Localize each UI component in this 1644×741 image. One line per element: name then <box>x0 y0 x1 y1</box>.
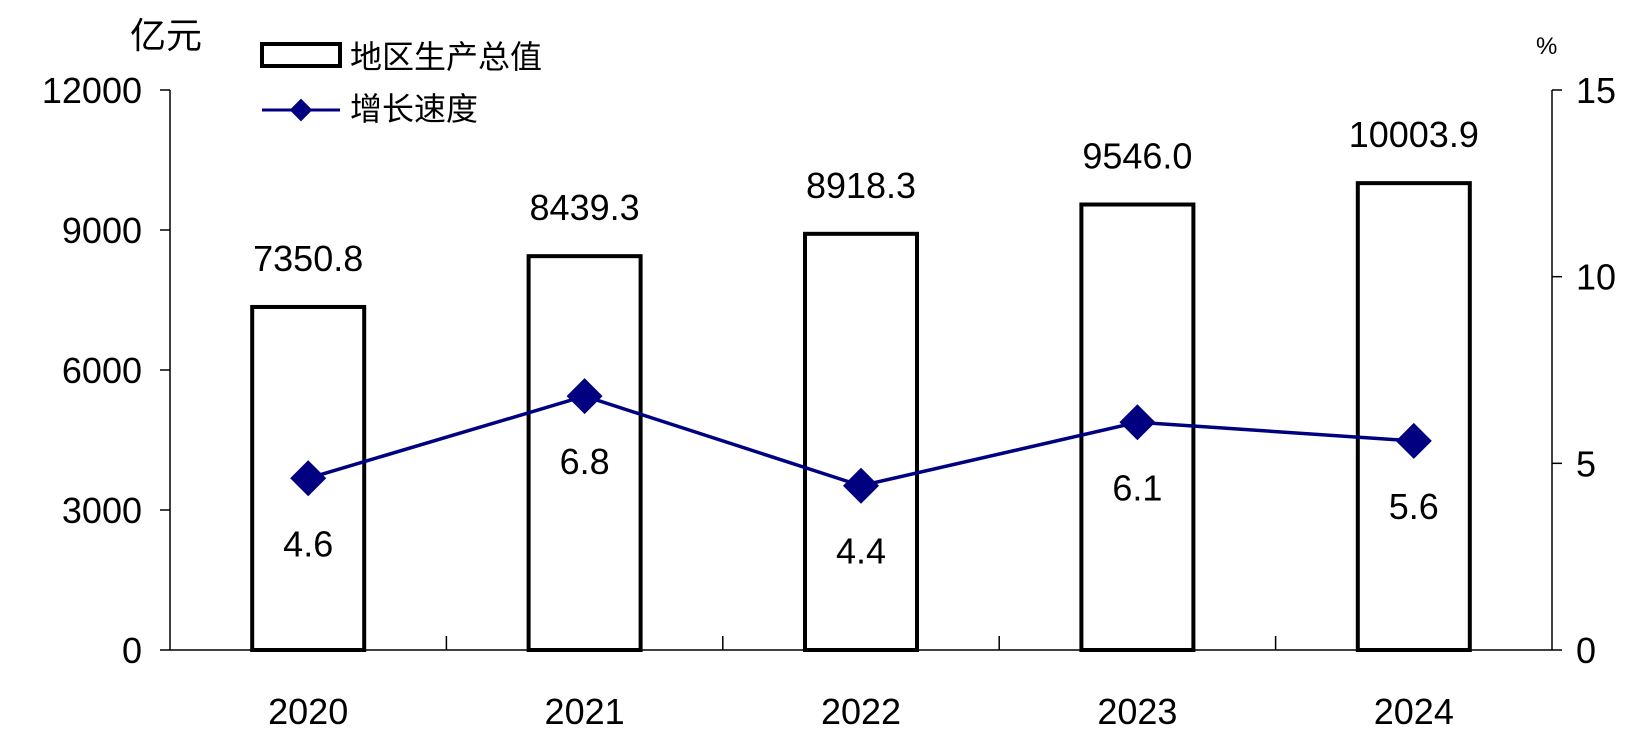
right-axis-tick-label: 0 <box>1576 630 1596 671</box>
growth-value-label: 6.1 <box>1112 467 1162 508</box>
bar <box>1355 181 1472 652</box>
growth-marker <box>843 467 879 504</box>
x-axis-tick-label: 2021 <box>545 691 625 732</box>
legend: 地区生产总值 增长速度 <box>260 39 542 127</box>
legend-bar-label: 地区生产总值 <box>350 39 542 75</box>
right-axis-unit: % <box>1536 33 1557 60</box>
bar-value-label: 10003.9 <box>1349 114 1479 155</box>
x-axis-tick-label: 2023 <box>1097 691 1177 732</box>
left-axis-tick-label: 0 <box>122 630 142 671</box>
legend-bar-swatch <box>260 42 342 68</box>
growth-marker <box>566 378 603 415</box>
x-axis-tick-label: 2024 <box>1374 691 1454 732</box>
growth-marker <box>290 460 327 497</box>
growth-marker <box>1119 404 1156 441</box>
bars <box>250 181 1472 653</box>
growth-marker <box>1395 422 1432 459</box>
bar-value-label: 8918.3 <box>806 165 916 206</box>
left-axis-unit: 亿元 <box>130 15 202 56</box>
legend-line-marker <box>289 98 313 122</box>
growth-line-layer <box>290 378 1432 504</box>
left-axis-tick-label: 3000 <box>62 490 142 531</box>
legend-line-label: 增长速度 <box>350 91 478 127</box>
growth-value-label: 6.8 <box>560 441 610 482</box>
right-axis-tick-label: 10 <box>1576 257 1616 298</box>
growth-value-label: 4.4 <box>836 531 886 572</box>
bar <box>803 231 919 653</box>
x-axis-tick-label: 2020 <box>268 691 348 732</box>
bar-value-label: 8439.3 <box>530 187 640 228</box>
bar <box>526 254 643 652</box>
left-axis-tick-label: 9000 <box>62 210 142 251</box>
left-axis-tick-label: 6000 <box>62 350 142 391</box>
bar-value-label: 9546.0 <box>1082 136 1192 177</box>
growth-value-label: 5.6 <box>1389 486 1439 527</box>
right-axis-tick-label: 5 <box>1576 443 1596 484</box>
right-axis-tick-label: 15 <box>1576 70 1616 111</box>
x-axis-tick-label: 2022 <box>821 691 901 732</box>
axes: 0 3000 6000 9000 12000 0 5 10 15 2020 2021 2022 2023… <box>42 70 1616 732</box>
left-axis-tick-label: 12000 <box>42 70 142 111</box>
data-labels: 7350.8 8439.3 8918.3 9546.0 10003.9 4.6 6.8 4.4… <box>253 114 1479 572</box>
bar-value-label: 7350.8 <box>253 238 363 279</box>
growth-value-label: 4.6 <box>283 523 333 564</box>
